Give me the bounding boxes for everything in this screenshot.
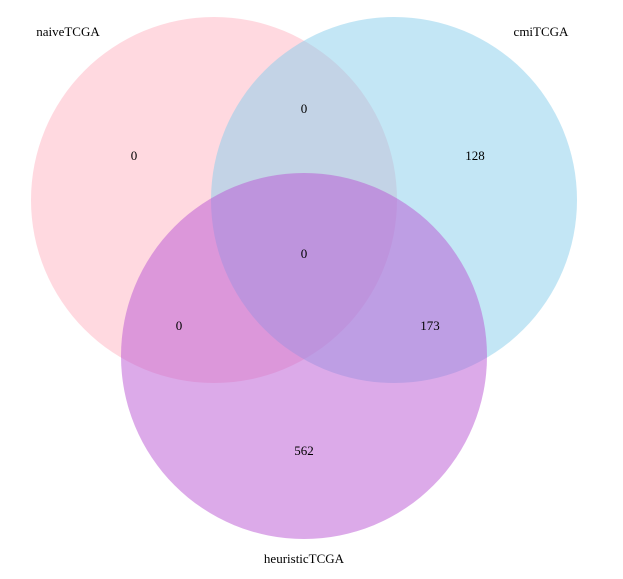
count-cmi-heuristic: 173: [420, 318, 440, 333]
set-label-cmi-tcga: cmiTCGA: [514, 24, 569, 39]
count-naive-cmi: 0: [301, 101, 308, 116]
set-label-naive-tcga: naiveTCGA: [36, 24, 100, 39]
count-heuristic-only: 562: [294, 443, 314, 458]
count-cmi-only: 128: [465, 148, 485, 163]
circle-heuristic-tcga: [121, 173, 487, 539]
count-naive-heuristic: 0: [176, 318, 183, 333]
set-label-heuristic-tcga: heuristicTCGA: [264, 551, 345, 566]
count-all-three: 0: [301, 246, 308, 261]
count-naive-only: 0: [131, 148, 138, 163]
